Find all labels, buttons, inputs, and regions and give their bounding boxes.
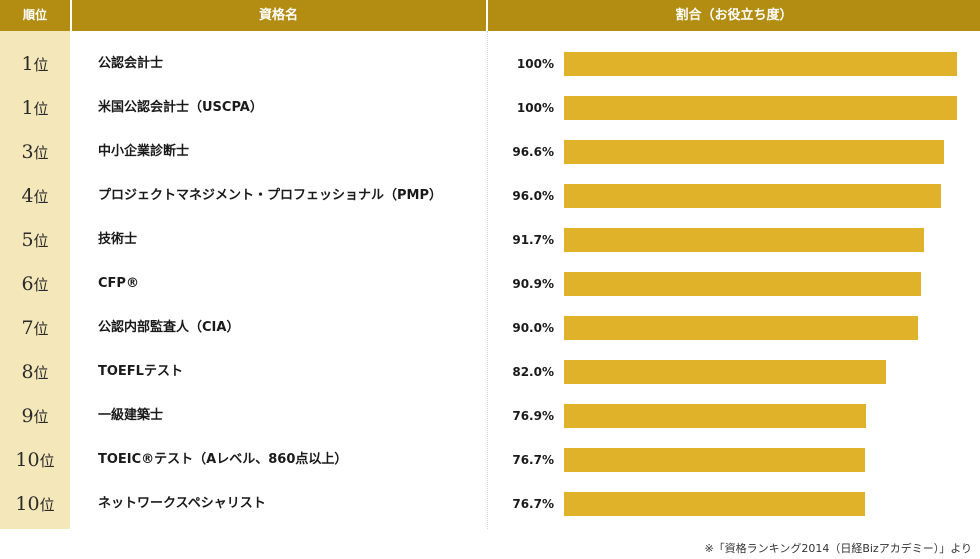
rank-label: 6位 <box>0 262 70 306</box>
rank-unit: 位 <box>39 452 55 470</box>
header-divider <box>70 0 72 31</box>
rank-unit: 位 <box>33 100 49 118</box>
table-row: 10位 TOEIC®テスト（Aレベル、860点以上） 76.7% <box>0 438 980 482</box>
bar <box>564 272 921 296</box>
qualification-name: 公認内部監査人（CIA） <box>98 320 240 335</box>
rank-unit: 位 <box>33 56 49 74</box>
bar-value-label: 100% <box>516 57 554 71</box>
rank-unit: 位 <box>33 232 49 250</box>
header-name: 資格名 <box>258 8 298 23</box>
rank-number: 1 <box>21 97 34 119</box>
column-divider <box>487 31 488 529</box>
qualification-name: 米国公認会計士（USCPA） <box>98 100 263 115</box>
rank-label: 10位 <box>0 438 70 482</box>
bar <box>564 184 941 208</box>
qualification-name: TOEFLテスト <box>98 364 183 379</box>
source-footnote: ※「資格ランキング2014（日経Bizアカデミー）」より <box>704 542 972 555</box>
qualification-name: 一級建築士 <box>98 408 164 423</box>
rank-label: 3位 <box>0 130 70 174</box>
rank-unit: 位 <box>33 320 49 338</box>
bar <box>564 492 865 516</box>
table-row: 5位 技術士 91.7% <box>0 218 980 262</box>
rank-label: 7位 <box>0 306 70 350</box>
rank-label: 1位 <box>0 42 70 86</box>
bar-value-label: 76.9% <box>512 409 554 423</box>
bar-value-label: 96.0% <box>512 189 554 203</box>
rank-label: 10位 <box>0 482 70 526</box>
rank-number: 4 <box>21 185 34 207</box>
header-rank: 順位 <box>22 8 47 22</box>
qualification-name: 技術士 <box>98 232 138 247</box>
table-header: 順位 資格名 割合（お役立ち度） <box>0 0 980 31</box>
qualification-name: プロジェクトマネジメント・プロフェッショナル（PMP） <box>98 188 442 203</box>
bar <box>564 52 957 76</box>
header-ratio: 割合（お役立ち度） <box>675 8 793 23</box>
qualification-name: ネットワークスペシャリスト <box>98 496 266 511</box>
rank-number: 10 <box>15 493 40 515</box>
table-row: 7位 公認内部監査人（CIA） 90.0% <box>0 306 980 350</box>
rank-number: 7 <box>21 317 34 339</box>
qualification-name: CFP® <box>98 276 139 291</box>
rank-number: 8 <box>21 361 34 383</box>
bar-value-label: 90.9% <box>512 277 554 291</box>
table-row: 8位 TOEFLテスト 82.0% <box>0 350 980 394</box>
table-row: 4位 プロジェクトマネジメント・プロフェッショナル（PMP） 96.0% <box>0 174 980 218</box>
qualification-name: 公認会計士 <box>98 56 164 71</box>
bar <box>564 140 944 164</box>
table-row: 9位 一級建築士 76.9% <box>0 394 980 438</box>
bar <box>564 404 866 428</box>
rank-column <box>0 31 70 529</box>
rank-number: 5 <box>21 229 34 251</box>
rank-number: 3 <box>21 141 34 163</box>
table-row: 10位 ネットワークスペシャリスト 76.7% <box>0 482 980 526</box>
rank-number: 1 <box>21 53 34 75</box>
table-row: 3位 中小企業診断士 96.6% <box>0 130 980 174</box>
qualification-name: TOEIC®テスト（Aレベル、860点以上） <box>98 452 348 467</box>
rank-unit: 位 <box>33 364 49 382</box>
rank-unit: 位 <box>33 144 49 162</box>
bar <box>564 228 924 252</box>
bar <box>564 360 886 384</box>
rank-unit: 位 <box>39 496 55 514</box>
bar-value-label: 91.7% <box>512 233 554 247</box>
rank-label: 8位 <box>0 350 70 394</box>
rank-label: 9位 <box>0 394 70 438</box>
rank-unit: 位 <box>33 276 49 294</box>
qualification-name: 中小企業診断士 <box>98 144 190 159</box>
rank-unit: 位 <box>33 408 49 426</box>
bar-value-label: 100% <box>516 101 554 115</box>
rank-number: 9 <box>21 405 34 427</box>
header-divider <box>486 0 488 31</box>
rank-number: 6 <box>21 273 34 295</box>
bar <box>564 448 865 472</box>
rank-label: 5位 <box>0 218 70 262</box>
bar-value-label: 90.0% <box>512 321 554 335</box>
bar-value-label: 96.6% <box>512 145 554 159</box>
bar <box>564 96 957 120</box>
rank-unit: 位 <box>33 188 49 206</box>
table-row: 6位 CFP® 90.9% <box>0 262 980 306</box>
rank-label: 4位 <box>0 174 70 218</box>
rank-number: 10 <box>15 449 40 471</box>
bar-value-label: 76.7% <box>512 453 554 467</box>
bar-value-label: 82.0% <box>512 365 554 379</box>
table-row: 1位 公認会計士 100% <box>0 42 980 86</box>
table-row: 1位 米国公認会計士（USCPA） 100% <box>0 86 980 130</box>
rank-label: 1位 <box>0 86 70 130</box>
bar <box>564 316 918 340</box>
bar-value-label: 76.7% <box>512 497 554 511</box>
